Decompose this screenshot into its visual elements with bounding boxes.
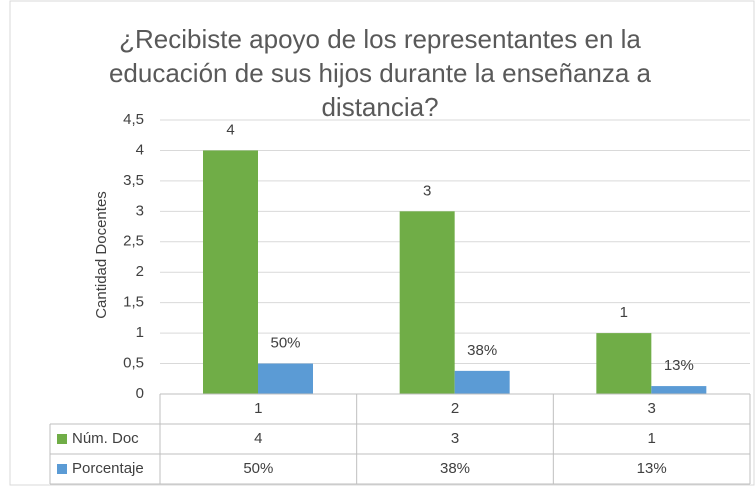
y-tick-label: 3 [136, 202, 144, 219]
data-label: 38% [467, 342, 497, 359]
y-tick-label: 1,5 [123, 294, 144, 311]
data-label: 3 [423, 182, 431, 199]
table-cell: 38% [440, 460, 470, 477]
y-tick-label: 2 [136, 263, 144, 280]
bar [651, 386, 707, 394]
bar [203, 150, 258, 394]
legend-key [57, 464, 67, 474]
bar [399, 211, 455, 394]
bar [454, 370, 510, 394]
y-tick-label: 4 [136, 141, 144, 158]
y-tick-label: 0 [136, 385, 144, 402]
chart-border [9, 0, 755, 486]
y-tick-label: 0,5 [123, 355, 144, 372]
bar [258, 363, 313, 394]
chart-title: ¿Recibiste apoyo de los representantes e… [108, 24, 652, 122]
table-cell: 1 [647, 430, 655, 447]
data-label: 50% [270, 335, 300, 352]
legend-label: Núm. Doc [72, 430, 139, 447]
y-tick-label: 1 [136, 324, 144, 341]
table-cell: 3 [451, 430, 459, 447]
x-tick-label: 2 [451, 400, 459, 417]
y-tick-label: 2,5 [123, 233, 144, 250]
title-box: ¿Recibiste apoyo de los representantes e… [108, 24, 652, 122]
data-label: 1 [620, 304, 628, 321]
y-tick-label: 4,5 [123, 111, 144, 128]
bar [596, 333, 652, 394]
y-axis-label: Cantidad Docentes [93, 191, 110, 319]
x-tick-label: 1 [254, 400, 262, 417]
legend-key [57, 434, 67, 444]
table-cell: 4 [254, 430, 262, 447]
table-cell: 13% [637, 460, 667, 477]
data-label: 13% [664, 357, 694, 374]
y-tick-label: 3,5 [123, 172, 144, 189]
data-label: 4 [226, 121, 234, 138]
legend-label: Porcentaje [72, 460, 144, 477]
x-tick-label: 3 [647, 400, 655, 417]
table-cell: 50% [243, 460, 273, 477]
